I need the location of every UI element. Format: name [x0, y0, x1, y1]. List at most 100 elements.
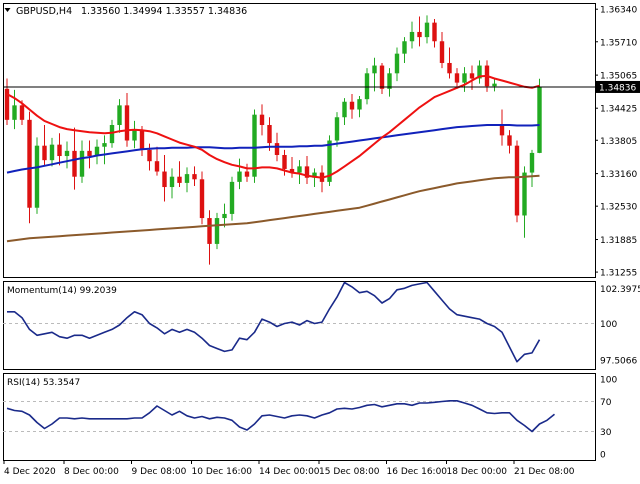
- candle-body-bull: [64, 150, 70, 157]
- candle-body-bull: [334, 117, 340, 141]
- candle-body-bull: [462, 73, 467, 83]
- time-tick-label: 16 Dec 16:00: [387, 467, 448, 477]
- momentum-tick-label: 100: [600, 320, 617, 330]
- time-tick-label: 4 Dec 2020: [4, 467, 56, 477]
- momentum-panel-frame: [3, 281, 596, 370]
- candle-body-bear: [199, 179, 205, 219]
- candle-body-bull: [109, 125, 115, 144]
- price-tick-label: 1.35710: [600, 38, 637, 48]
- symbol-label: GBPUSD,H4: [16, 6, 72, 17]
- candle-body-bear: [447, 62, 452, 74]
- momentum-line: [7, 281, 541, 363]
- candle-body-bull: [94, 146, 100, 157]
- candle-body-bull: [12, 105, 17, 120]
- rsi-tick-label: 0: [600, 451, 606, 461]
- candle-body-bear: [19, 105, 25, 120]
- candle-body-bear: [162, 171, 167, 188]
- candle-body-bull: [477, 65, 482, 79]
- rsi-panel-frame: [3, 373, 596, 461]
- candle-body-bear: [87, 150, 92, 157]
- moving-average-slow-line: [6, 174, 540, 243]
- candle-body-bear: [177, 176, 182, 183]
- candle-body-bear: [274, 143, 280, 155]
- candle-body-bear: [499, 125, 505, 136]
- moving-average-mid-line: [6, 124, 540, 174]
- time-tick-label: 10 Dec 16:00: [192, 467, 253, 477]
- candle-body-bull: [409, 31, 415, 42]
- time-tick-label: 8 Dec 00:00: [64, 467, 119, 477]
- candle-body-bear: [454, 73, 460, 83]
- candle-body-bull: [214, 218, 220, 244]
- candle-body-bear: [42, 145, 47, 161]
- candle-body-bull: [49, 144, 55, 161]
- price-tick-label: 1.36340: [600, 6, 637, 16]
- time-tick-label: 15 Dec 08:00: [319, 467, 380, 477]
- candle-body-bull: [102, 143, 107, 147]
- candle-body-bear: [304, 166, 310, 178]
- candle-body-bull: [424, 22, 430, 38]
- candle-body-bull: [387, 73, 392, 89]
- rsi-panel[interactable]: [3, 400, 595, 433]
- candle-body-bull: [117, 105, 122, 126]
- candle-body-bear: [139, 130, 145, 150]
- candle-body-bull: [312, 172, 317, 178]
- candle-body-bear: [439, 41, 445, 63]
- momentum-panel[interactable]: [3, 281, 595, 363]
- ohlc-readout: 1.33560 1.34994 1.33557 1.34836: [81, 6, 247, 17]
- momentum-title: Momentum(14) 99.2039: [7, 286, 117, 296]
- candle-body-bear: [27, 119, 32, 208]
- price-tick-label: 1.33160: [600, 170, 637, 180]
- candle-body-bull: [252, 114, 257, 177]
- candle-body-bear: [349, 101, 355, 110]
- candle-body-bear: [507, 135, 512, 146]
- candle-body-bear: [259, 114, 265, 126]
- candle-body-bull: [222, 213, 227, 219]
- dropdown-triangle-icon[interactable]: [4, 8, 11, 12]
- candle-body-bull: [342, 101, 347, 118]
- price-panel[interactable]: [3, 15, 595, 265]
- candle-body-bear: [514, 145, 520, 216]
- time-tick-label: 14 Dec 00:00: [259, 467, 320, 477]
- price-tick-label: 1.33805: [600, 137, 637, 147]
- candle-body-bear: [244, 171, 250, 177]
- momentum-tick-label: 97.5066: [600, 357, 637, 367]
- candle-body-bull: [34, 145, 40, 208]
- candle-body-bear: [432, 22, 437, 42]
- price-tick-label: 1.32530: [600, 203, 637, 213]
- panel-frames: [3, 3, 596, 461]
- candle-body-bear: [124, 105, 130, 141]
- candle-body-bear: [57, 144, 62, 157]
- price-tick-label: 1.34425: [600, 105, 637, 115]
- candle-body-bull: [327, 140, 332, 182]
- candle-body-bull: [229, 181, 235, 214]
- candle-body-bull: [237, 171, 242, 182]
- momentum-tick-label: 102.3975: [600, 285, 640, 295]
- candle-body-bull: [169, 176, 175, 188]
- candle-body-bull: [357, 99, 362, 110]
- time-tick-label: 21 Dec 08:00: [514, 467, 575, 477]
- rsi-line: [6, 400, 555, 433]
- candle-body-bull: [79, 150, 85, 177]
- rsi-tick-label: 70: [600, 398, 612, 408]
- candle-body-bull: [402, 41, 407, 54]
- candle-body-bear: [72, 150, 77, 177]
- candle-body-bear: [192, 174, 197, 180]
- current-price-label: 1.34836: [599, 83, 636, 93]
- candle-body-bear: [469, 73, 475, 79]
- candle-body-bear: [4, 88, 10, 120]
- candle-body-bear: [282, 154, 287, 169]
- moving-average-fast-line: [6, 74, 540, 179]
- candle-body-bear: [267, 125, 272, 144]
- rsi-tick-label: 100: [600, 376, 617, 386]
- rsi-title: RSI(14) 53.3547: [7, 378, 80, 388]
- candle-body-bull: [132, 130, 137, 141]
- candle-body-bull: [364, 73, 370, 100]
- time-tick-label: 18 Dec 00:00: [447, 467, 508, 477]
- rsi-tick-label: 30: [600, 428, 612, 438]
- price-tick-label: 1.31255: [600, 269, 637, 279]
- current-price-tag: [596, 80, 640, 93]
